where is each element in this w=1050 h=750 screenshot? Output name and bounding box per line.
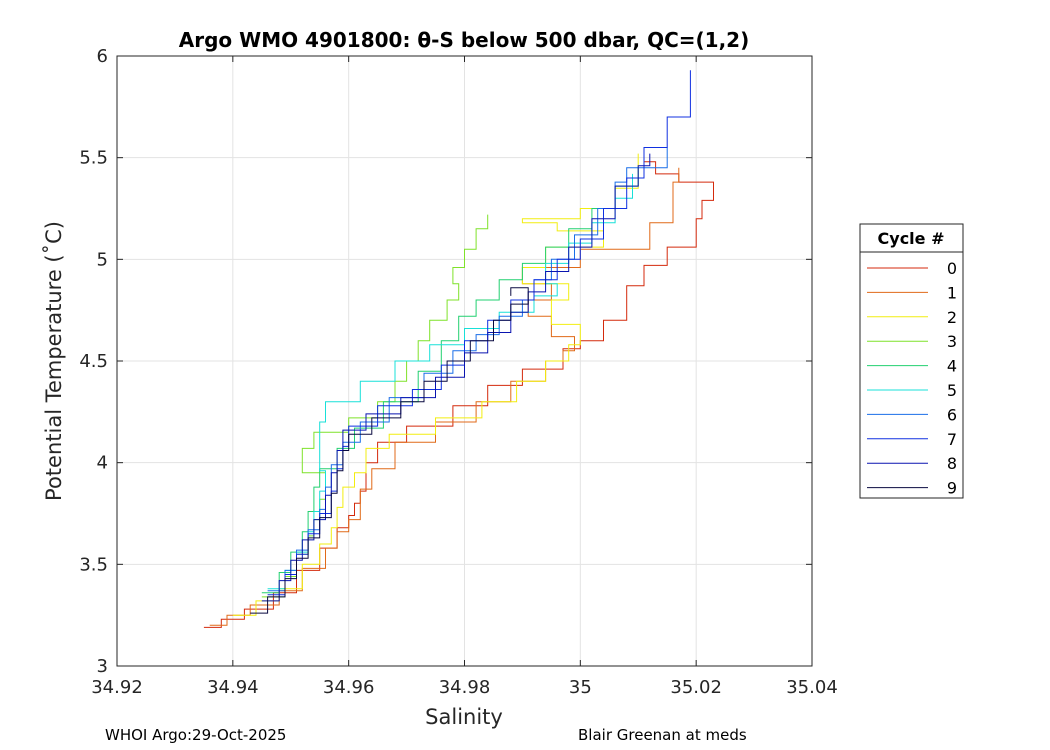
series-line-cycle-9 — [250, 287, 529, 614]
legend-title-box — [859, 223, 964, 253]
y-axis-label: Potential Temperature (˚C) — [42, 221, 66, 501]
y-tick-label: 3 — [97, 656, 108, 677]
x-tick-label: 34.96 — [323, 677, 375, 698]
legend-label-cycle-5: 5 — [947, 381, 957, 400]
legend-label-cycle-3: 3 — [947, 332, 957, 351]
series-line-cycle-1 — [209, 167, 680, 626]
series-line-cycle-4 — [261, 167, 639, 594]
y-tick-label: 5 — [97, 249, 108, 270]
x-tick-label: 35.02 — [670, 677, 722, 698]
x-tick-label: 34.98 — [439, 677, 491, 698]
x-tick-label: 34.92 — [91, 677, 143, 698]
legend-label-cycle-0: 0 — [947, 259, 957, 278]
axis-ticks: 34.92 34.94 34.96 34.98 35 35.02 35.04 3 3.5 4 4.5… — [79, 46, 837, 698]
legend-label-cycle-9: 9 — [947, 479, 957, 498]
x-axis-label: Salinity — [425, 705, 503, 729]
series-line-cycle-2 — [232, 153, 639, 616]
chart-title: Argo WMO 4901800: θ-S below 500 dbar, QC… — [179, 28, 749, 52]
y-tick-label: 4.5 — [79, 351, 108, 372]
legend-label-cycle-2: 2 — [947, 308, 957, 327]
y-tick-label: 3.5 — [79, 554, 108, 575]
legend-entries: 0 1 2 3 4 5 6 7 8 9 — [867, 259, 957, 498]
series-line-cycle-8 — [261, 153, 651, 602]
y-tick-label: 4 — [97, 453, 108, 474]
legend-title: Cycle # — [878, 229, 945, 248]
legend-label-cycle-7: 7 — [947, 430, 957, 449]
legend: Cycle # 0 1 2 3 4 5 6 7 8 9 — [859, 223, 964, 499]
y-tick-label: 5.5 — [79, 148, 108, 169]
x-tick-label: 35 — [569, 677, 592, 698]
y-tick-label: 6 — [97, 46, 108, 67]
series-lines — [203, 70, 714, 628]
series-line-cycle-3 — [261, 214, 489, 598]
x-tick-label: 35.04 — [786, 677, 838, 698]
footer-author: Blair Greenan at meds — [578, 726, 747, 744]
legend-box — [859, 251, 964, 499]
x-tick-label: 34.94 — [207, 677, 259, 698]
footer-source: WHOI Argo:29-Oct-2025 — [105, 726, 287, 744]
legend-label-cycle-1: 1 — [947, 283, 957, 302]
legend-label-cycle-4: 4 — [947, 357, 957, 376]
legend-label-cycle-8: 8 — [947, 454, 957, 473]
legend-label-cycle-6: 6 — [947, 405, 957, 424]
